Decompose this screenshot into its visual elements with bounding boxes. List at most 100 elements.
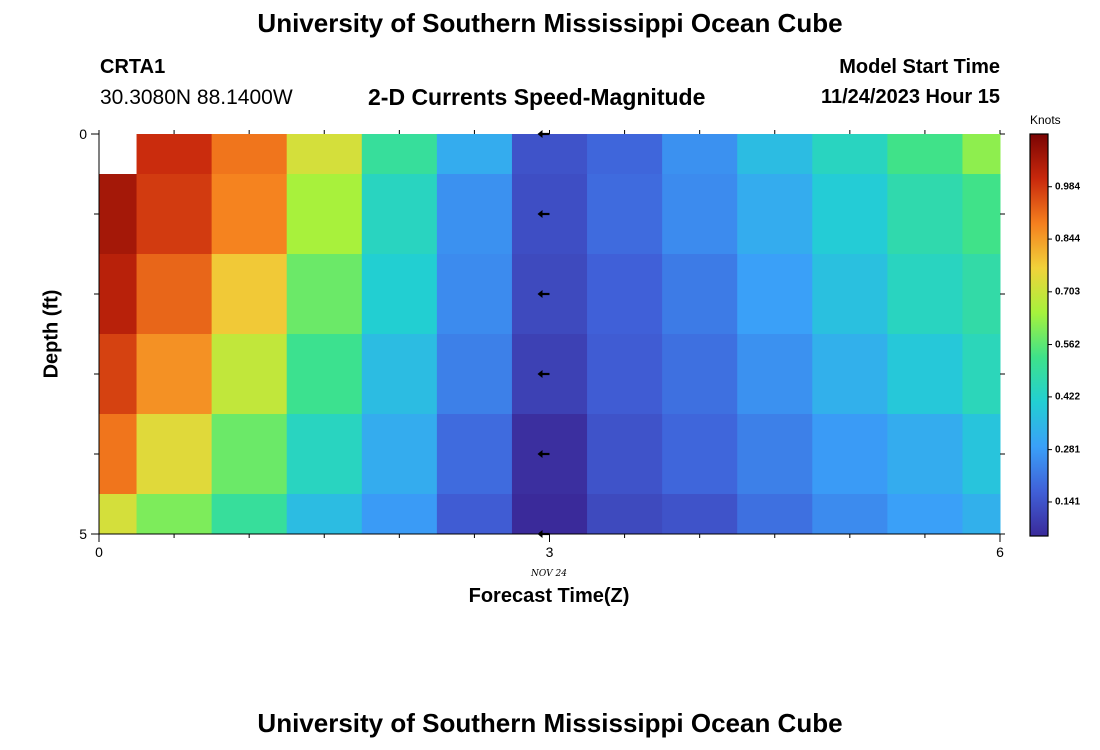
heatmap-cell	[211, 174, 288, 255]
heatmap-cell	[136, 254, 213, 335]
heatmap-cell	[587, 414, 663, 495]
heatmap-cell	[812, 414, 888, 495]
heatmap-cell	[136, 134, 213, 175]
heatmap-cell	[812, 494, 888, 535]
x-axis-label: Forecast Time(Z)	[468, 585, 630, 607]
current-arrow	[537, 370, 550, 378]
chart-axes	[91, 130, 1005, 542]
heatmap-cell	[812, 334, 888, 415]
heatmap-cell	[962, 254, 1001, 335]
y-tick-label: 5	[79, 526, 87, 542]
heatmap-cell	[737, 134, 813, 175]
heatmap-cell	[511, 494, 588, 535]
heatmap-cell	[887, 134, 963, 175]
colorbar-tick-label: 0.422	[1055, 391, 1081, 403]
heatmap-cell	[511, 414, 588, 495]
heatmap-cell	[361, 174, 438, 255]
heatmap-cell	[511, 134, 588, 175]
heatmap-cell	[812, 174, 888, 255]
colorbar-tick-label: 0.984	[1055, 181, 1081, 193]
heatmap-cell	[887, 174, 963, 255]
heatmap-cell	[286, 414, 363, 495]
heatmap-cell	[136, 494, 213, 535]
heatmap-cell	[436, 414, 513, 495]
heatmap-cell	[286, 334, 363, 415]
heatmap-cell	[211, 134, 288, 175]
heatmap-cell	[511, 174, 588, 255]
heatmap-cell	[211, 334, 288, 415]
heatmap-cell	[136, 174, 213, 255]
colorbar	[1029, 133, 1052, 537]
heatmap-cell	[361, 414, 438, 495]
heatmap-cell	[737, 414, 813, 495]
heatmap-cell	[662, 174, 738, 255]
heatmap-cell	[887, 494, 963, 535]
heatmap-cell	[286, 494, 363, 535]
heatmap-cell	[662, 254, 738, 335]
colorbar-tick-label: 0.844	[1055, 233, 1081, 245]
arrow-head	[537, 450, 543, 458]
heatmap-cell	[211, 254, 288, 335]
heatmap-cell	[99, 494, 138, 535]
current-arrow	[537, 130, 550, 138]
heatmap-cell	[962, 414, 1001, 495]
heatmap-cell	[436, 254, 513, 335]
heatmap-cell	[887, 254, 963, 335]
arrow-head	[537, 130, 543, 138]
heatmap-cell	[99, 414, 138, 495]
heatmap-cell	[436, 174, 513, 255]
heatmap-cell	[511, 334, 588, 415]
heatmap-cell	[136, 334, 213, 415]
heatmap-cell	[361, 254, 438, 335]
colorbar-tick-label: 0.141	[1055, 496, 1081, 508]
heatmap-cell	[887, 334, 963, 415]
heatmap-cell	[511, 254, 588, 335]
heatmap-cell	[99, 134, 138, 175]
heatmap-cell	[211, 494, 288, 535]
colorbar-gradient	[1029, 133, 1049, 537]
colorbar-tick-label: 0.281	[1055, 444, 1081, 456]
current-arrow	[537, 450, 550, 458]
heatmap-cell	[99, 254, 138, 335]
heatmap-cell	[361, 134, 438, 175]
heatmap-cell	[286, 254, 363, 335]
heatmap-cell	[361, 494, 438, 535]
heatmap-cell	[436, 494, 513, 535]
x-axis-date-label: NOV 24	[531, 569, 567, 579]
arrow-head	[537, 290, 543, 298]
heatmap-cell	[812, 254, 888, 335]
x-tick-label: 0	[95, 544, 103, 560]
heatmap-cell	[962, 134, 1001, 175]
main-title: University of Southern Mississippi Ocean…	[257, 8, 843, 38]
heatmap-cell	[286, 174, 363, 255]
heatmap-cell	[662, 134, 738, 175]
heatmap-cell	[587, 134, 663, 175]
heatmap-cell	[99, 174, 138, 255]
x-tick-label: 3	[545, 544, 554, 560]
heatmap-cell	[361, 334, 438, 415]
heatmap-cell	[436, 134, 513, 175]
heatmap-cell	[587, 334, 663, 415]
heatmap-cell	[587, 254, 663, 335]
heatmap-cell	[662, 414, 738, 495]
heatmap-cell	[812, 134, 888, 175]
heatmap-cell	[436, 334, 513, 415]
heatmap-cell	[962, 494, 1001, 535]
y-tick-label: 0	[79, 126, 87, 142]
model-start-label: Model Start Time	[839, 56, 1000, 78]
station-id: CRTA1	[100, 56, 166, 78]
colorbar-tick-label: 0.703	[1055, 286, 1081, 298]
colorbar-unit-label: Knots	[1030, 113, 1061, 127]
heatmap-cell	[962, 334, 1001, 415]
current-arrows	[537, 130, 550, 538]
footer-title: University of Southern Mississippi Ocean…	[257, 708, 843, 738]
heatmap-cell	[737, 334, 813, 415]
heatmap-cell	[737, 254, 813, 335]
heatmap-cell	[662, 334, 738, 415]
heatmap-cell	[737, 494, 813, 535]
station-coordinates: 30.3080N 88.1400W	[100, 86, 293, 109]
heatmap-cell	[587, 174, 663, 255]
heatmap-cell	[286, 134, 363, 175]
arrow-head	[537, 370, 543, 378]
